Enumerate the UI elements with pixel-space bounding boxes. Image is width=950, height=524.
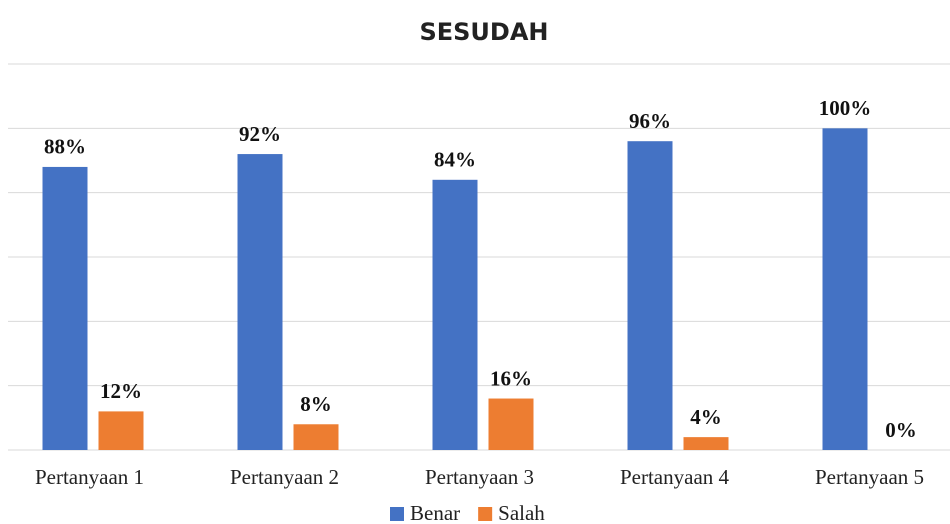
value-label: 96% bbox=[629, 109, 671, 133]
legend-label: Salah bbox=[498, 501, 545, 524]
value-label: 4% bbox=[690, 405, 722, 429]
legend-swatch bbox=[478, 507, 493, 521]
value-label: 84% bbox=[434, 148, 476, 172]
x-tick-label: Pertanyaan 3 bbox=[425, 465, 534, 489]
x-tick-label: Pertanyaan 2 bbox=[230, 465, 339, 489]
value-label: 92% bbox=[239, 122, 281, 146]
bar bbox=[237, 154, 283, 451]
x-tick-label: Pertanyaan 5 bbox=[815, 465, 924, 489]
legend-swatch bbox=[390, 507, 404, 521]
value-label: 0% bbox=[885, 418, 917, 442]
x-tick-label: Pertanyaan 4 bbox=[620, 465, 730, 489]
bar bbox=[627, 141, 673, 450]
bar bbox=[98, 411, 144, 450]
value-label: 12% bbox=[100, 379, 142, 403]
bar bbox=[432, 179, 478, 451]
bar bbox=[822, 128, 868, 451]
legend-label: Benar bbox=[410, 501, 460, 524]
value-label: 8% bbox=[300, 392, 332, 416]
bar bbox=[488, 398, 534, 450]
value-label: 100% bbox=[819, 96, 872, 120]
bar bbox=[42, 166, 88, 450]
bar bbox=[683, 437, 729, 450]
chart-title: SESUDAH bbox=[419, 18, 548, 46]
value-label: 16% bbox=[490, 366, 532, 390]
x-tick-label: Pertanyaan 1 bbox=[35, 465, 144, 489]
bar bbox=[293, 424, 339, 450]
value-label: 88% bbox=[44, 135, 86, 159]
